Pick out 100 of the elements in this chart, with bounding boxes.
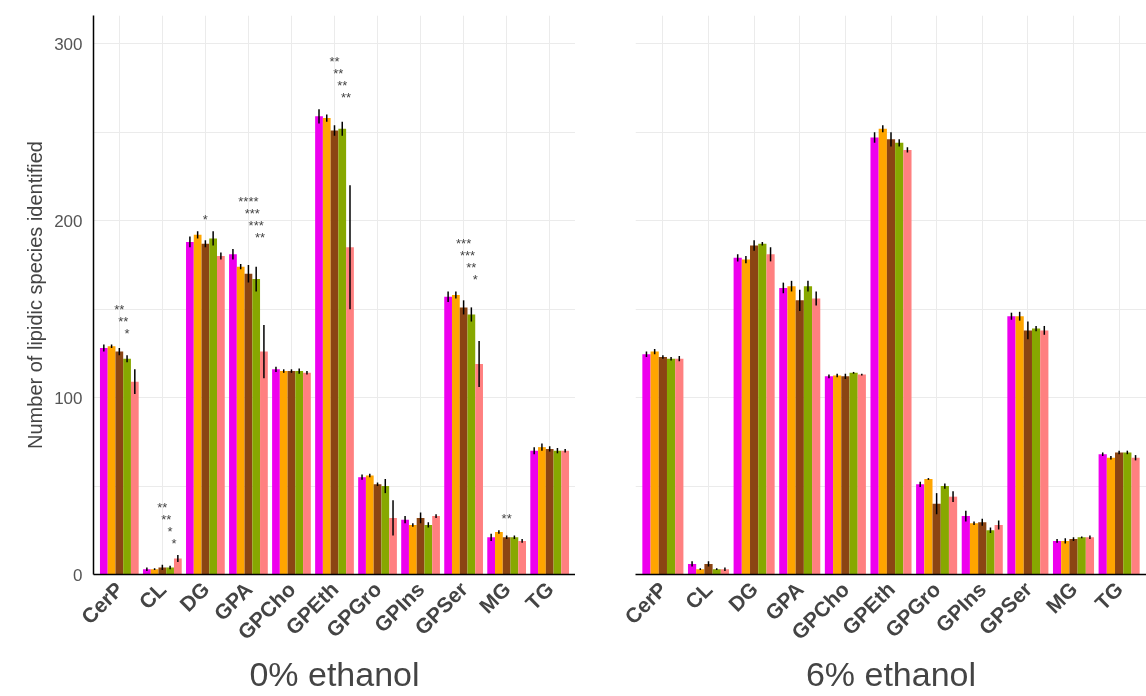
- bar: [916, 484, 925, 575]
- bar: [1077, 537, 1086, 575]
- bar: [849, 372, 858, 575]
- bar: [401, 519, 409, 575]
- bar: [658, 356, 667, 575]
- bar: [1015, 316, 1024, 575]
- bar: [1123, 452, 1132, 575]
- bar: [173, 558, 182, 575]
- bar: [158, 567, 167, 575]
- bar: [1131, 457, 1140, 575]
- bar: [424, 524, 433, 575]
- bar: [553, 450, 562, 575]
- bar: [812, 298, 821, 575]
- x-tick-label: MG: [1041, 577, 1082, 618]
- bar: [381, 486, 390, 575]
- bar: [107, 346, 116, 575]
- bar: [315, 116, 323, 575]
- x-tick-label: DG: [174, 577, 214, 616]
- bar: [330, 130, 339, 575]
- bar: [272, 369, 280, 575]
- annotation: **: [501, 511, 512, 527]
- bar: [1106, 457, 1116, 575]
- x-tick-label: TG: [1090, 577, 1128, 615]
- bar: [895, 142, 904, 575]
- bar: [166, 567, 174, 575]
- x-tick-label: MG: [474, 577, 515, 618]
- bar: [1061, 540, 1070, 575]
- bar: [733, 257, 742, 575]
- bar: [1031, 328, 1041, 575]
- bar: [1040, 330, 1049, 575]
- bar: [260, 351, 268, 575]
- bar: [886, 139, 896, 575]
- bar: [209, 238, 218, 575]
- bar: [451, 295, 460, 575]
- y-tick-label: 100: [54, 388, 83, 408]
- bar: [236, 266, 245, 575]
- bar: [217, 256, 225, 575]
- bar: [833, 375, 842, 575]
- bar: [841, 376, 850, 575]
- bar: [193, 234, 202, 575]
- bar: [358, 477, 366, 575]
- bar: [1069, 539, 1078, 575]
- bar: [1007, 316, 1016, 575]
- bar: [373, 484, 382, 575]
- bar: [803, 286, 813, 575]
- y-tick-label: 0: [73, 565, 83, 585]
- y-tick-label: 200: [54, 211, 83, 231]
- y-axis-title: Number of lipidic species identified: [24, 141, 47, 449]
- bar: [787, 286, 796, 575]
- bar: [650, 351, 659, 575]
- bar: [758, 243, 767, 575]
- bar: [824, 376, 834, 575]
- x-tick-label: DG: [723, 577, 763, 616]
- bar: [252, 279, 261, 575]
- bar: [502, 537, 511, 575]
- bar: [948, 496, 958, 575]
- bar: [961, 516, 970, 575]
- bar: [766, 254, 775, 575]
- bar: [346, 247, 354, 575]
- bar: [986, 530, 995, 575]
- bar: [1115, 452, 1124, 575]
- bar: [1098, 454, 1107, 575]
- bar: [487, 537, 496, 575]
- bar: [704, 563, 713, 575]
- bar: [444, 296, 452, 575]
- y-tick-label: 300: [54, 34, 83, 54]
- bar: [642, 354, 651, 575]
- bar: [229, 254, 237, 575]
- bar: [857, 374, 866, 575]
- bar: [244, 273, 253, 575]
- bar: [279, 371, 288, 575]
- bar: [365, 475, 374, 575]
- bar: [475, 363, 483, 575]
- x-tick-label: CL: [680, 577, 717, 614]
- annotation: *: [202, 212, 208, 228]
- bar: [459, 307, 468, 575]
- bar: [338, 128, 347, 575]
- bar: [870, 137, 879, 575]
- bar: [1085, 537, 1095, 575]
- bar: [675, 358, 684, 575]
- bar: [750, 245, 759, 575]
- bar: [924, 478, 933, 575]
- bar: [518, 540, 527, 575]
- bar: [666, 358, 676, 575]
- bar: [322, 118, 331, 575]
- bar: [467, 314, 476, 575]
- bar: [99, 348, 108, 575]
- bar: [779, 287, 788, 575]
- x-tick-label: CL: [134, 577, 171, 614]
- bar: [115, 351, 124, 575]
- bar: [295, 371, 304, 575]
- bar: [1023, 330, 1032, 575]
- bar: [940, 486, 949, 575]
- bar: [538, 447, 546, 575]
- x-tick-label: TG: [520, 577, 558, 615]
- bar: [186, 241, 194, 575]
- bar: [389, 517, 397, 575]
- bar: [878, 128, 887, 575]
- bar: [994, 524, 1003, 575]
- bar: [978, 522, 987, 575]
